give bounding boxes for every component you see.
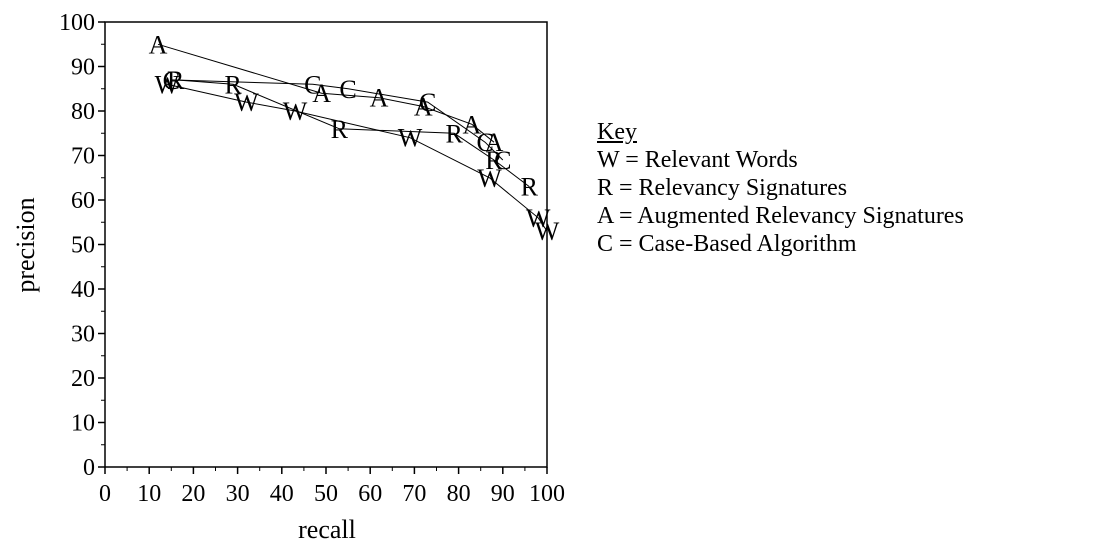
series-line-relevancy-signatures [175, 79, 530, 187]
y-tick-label: 90 [71, 55, 95, 81]
series-line-augmented-relevancy-signatures [157, 43, 495, 143]
data-point-augmented-relevancy-signatures: A [370, 84, 389, 113]
x-tick-label: 0 [99, 481, 111, 507]
data-point-augmented-relevancy-signatures: A [414, 93, 433, 122]
x-tick-label: 40 [270, 481, 294, 507]
data-point-relevancy-signatures: R [521, 173, 539, 202]
series-lines [157, 43, 548, 232]
legend-title: Key [597, 119, 637, 145]
x-axis-title: recall [298, 515, 356, 544]
data-point-case-based-algorithm: C [339, 75, 356, 104]
series-line-case-based-algorithm [171, 79, 504, 161]
y-tick-label: 10 [71, 411, 95, 437]
legend-entry-relevant-words: W = Relevant Words [597, 147, 798, 173]
data-point-relevant-words: W [155, 70, 180, 99]
data-point-relevant-words: W [477, 164, 502, 193]
y-tick-label: 20 [71, 366, 95, 392]
x-tick-label: 20 [181, 481, 205, 507]
data-point-relevant-words: W [535, 217, 560, 246]
legend-entry-case-based-algorithm: C = Case-Based Algorithm [597, 231, 857, 257]
data-point-relevant-words: W [234, 88, 259, 117]
y-axis-title: precision [11, 197, 40, 292]
data-point-augmented-relevancy-signatures: A [149, 30, 168, 59]
legend-key: Key W = Relevant Words R = Relevancy Sig… [597, 118, 964, 258]
data-point-relevancy-signatures: R [331, 115, 349, 144]
y-tick-label: 30 [71, 322, 95, 348]
series-line-relevant-words [166, 83, 548, 232]
x-tick-label: 50 [314, 481, 338, 507]
data-point-augmented-relevancy-signatures: A [312, 79, 331, 108]
x-tick-label: 80 [447, 481, 471, 507]
x-tick-label: 70 [402, 481, 426, 507]
data-point-relevancy-signatures: R [225, 70, 243, 99]
axes: 0 10 20 30 40 50 60 70 80 90 100 0 10 20 30 40 50 60 70 80 9… [59, 10, 565, 507]
data-point-relevant-words: W [526, 204, 551, 233]
x-tick-label: 90 [491, 481, 515, 507]
legend-entry-augmented-relevancy-signatures: A = Augmented Relevancy Signatures [597, 203, 964, 229]
y-tick-label: 60 [71, 188, 95, 214]
legend-entry-relevancy-signatures: R = Relevancy Signatures [597, 175, 848, 201]
data-point-case-based-algorithm: C [419, 88, 436, 117]
data-point-case-based-algorithm: C [494, 146, 511, 175]
data-point-relevant-words: W [398, 124, 423, 153]
y-tick-label: 80 [71, 99, 95, 125]
y-tick-label: 0 [83, 455, 95, 481]
x-tick-label: 60 [358, 481, 382, 507]
y-tick-label: 50 [71, 233, 95, 259]
x-tick-label: 10 [137, 481, 161, 507]
y-tick-label: 100 [59, 10, 95, 36]
y-tick-label: 40 [71, 277, 95, 303]
data-point-case-based-algorithm: C [476, 128, 493, 157]
data-point-augmented-relevancy-signatures: A [485, 128, 504, 157]
data-point-relevancy-signatures: R [485, 146, 503, 175]
x-tick-label: 100 [529, 481, 565, 507]
data-point-relevancy-signatures: R [167, 66, 185, 95]
y-tick-label: 70 [71, 144, 95, 170]
data-point-case-based-algorithm: C [304, 70, 321, 99]
x-tick-label: 30 [226, 481, 250, 507]
data-point-augmented-relevancy-signatures: A [462, 110, 481, 139]
data-point-case-based-algorithm: C [163, 66, 180, 95]
data-point-relevancy-signatures: R [446, 119, 464, 148]
data-point-relevant-words: W [283, 97, 308, 126]
